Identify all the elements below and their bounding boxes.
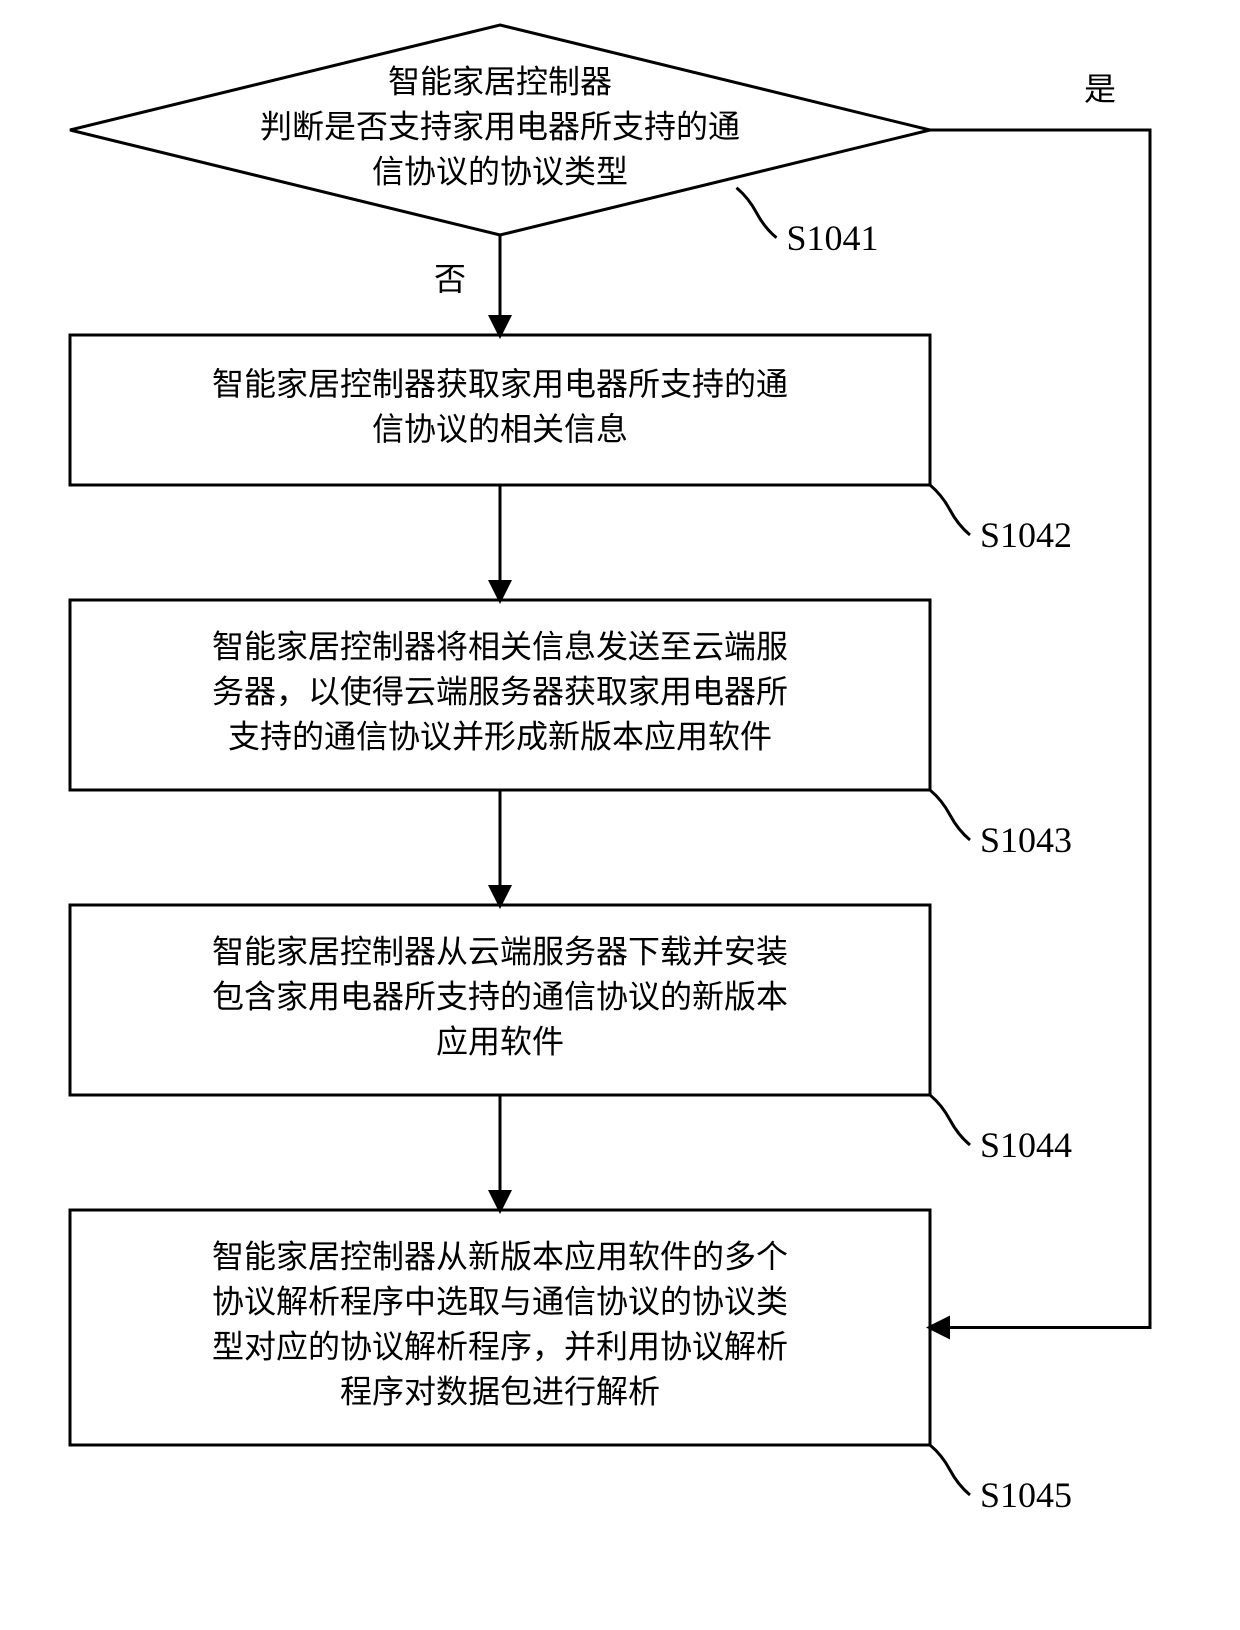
svg-text:智能家居控制器获取家用电器所支持的通: 智能家居控制器获取家用电器所支持的通 (212, 366, 788, 402)
box-S1042-label: S1042 (980, 515, 1072, 555)
svg-text:程序对数据包进行解析: 程序对数据包进行解析 (340, 1373, 660, 1409)
svg-text:协议解析程序中选取与通信协议的协议类: 协议解析程序中选取与通信协议的协议类 (212, 1283, 788, 1319)
svg-text:信协议的相关信息: 信协议的相关信息 (372, 411, 628, 447)
box-S1045-label: S1045 (980, 1475, 1072, 1515)
svg-text:型对应的协议解析程序，并利用协议解析: 型对应的协议解析程序，并利用协议解析 (212, 1328, 788, 1364)
svg-text:务器，以使得云端服务器获取家用电器所: 务器，以使得云端服务器获取家用电器所 (212, 673, 788, 709)
svg-text:应用软件: 应用软件 (436, 1023, 564, 1059)
svg-text:智能家居控制器: 智能家居控制器 (388, 63, 612, 99)
svg-text:智能家居控制器从新版本应用软件的多个: 智能家居控制器从新版本应用软件的多个 (212, 1238, 788, 1274)
svg-text:智能家居控制器从云端服务器下载并安装: 智能家居控制器从云端服务器下载并安装 (212, 933, 788, 969)
box-S1043-label: S1043 (980, 820, 1072, 860)
svg-text:智能家居控制器将相关信息发送至云端服: 智能家居控制器将相关信息发送至云端服 (212, 628, 788, 664)
diamond-label: S1041 (787, 218, 879, 258)
edge-label-no: 否 (434, 261, 466, 297)
svg-text:信协议的协议类型: 信协议的协议类型 (372, 153, 628, 189)
svg-text:支持的通信协议并形成新版本应用软件: 支持的通信协议并形成新版本应用软件 (228, 718, 772, 754)
edge-label-yes: 是 (1084, 71, 1116, 107)
svg-text:包含家用电器所支持的通信协议的新版本: 包含家用电器所支持的通信协议的新版本 (212, 978, 788, 1014)
box-S1044-label: S1044 (980, 1125, 1072, 1165)
svg-text:判断是否支持家用电器所支持的通: 判断是否支持家用电器所支持的通 (260, 108, 740, 144)
